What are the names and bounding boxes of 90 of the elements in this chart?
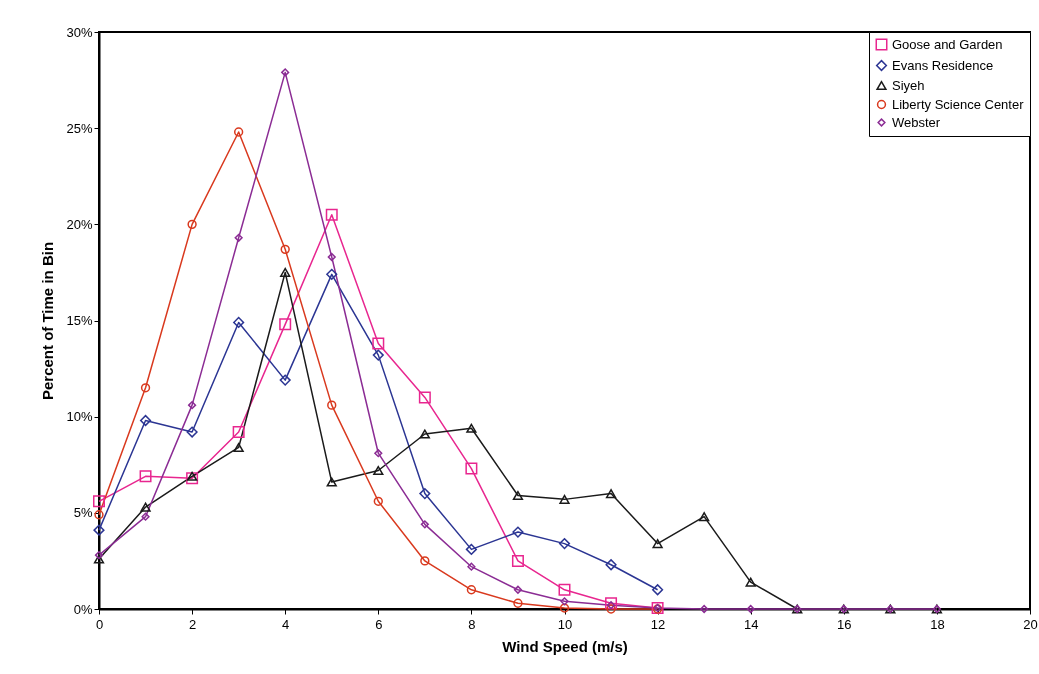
x-axis-title: Wind Speed (m/s)	[502, 637, 628, 655]
x-tick-label: 8	[468, 616, 476, 632]
y-tick-label: 10%	[66, 409, 93, 425]
point	[140, 502, 151, 512]
x-tick-label: 14	[743, 616, 759, 632]
point	[373, 496, 383, 506]
point	[605, 559, 617, 571]
point	[372, 337, 385, 350]
point	[699, 512, 710, 522]
x-tick-label: 2	[188, 616, 197, 632]
point	[186, 471, 198, 481]
point	[139, 414, 152, 427]
point	[420, 520, 429, 529]
point	[373, 465, 384, 476]
y-tick-label: 25%	[66, 120, 93, 136]
point	[560, 597, 569, 606]
point	[374, 449, 383, 458]
point	[186, 472, 199, 485]
point	[513, 585, 523, 594]
point	[139, 470, 152, 483]
x-tick-label: 20	[1023, 616, 1038, 632]
legend-label: Siyeh	[892, 77, 925, 93]
point	[141, 512, 150, 521]
point	[605, 489, 617, 499]
y-tick-label: 30%	[66, 24, 93, 40]
point	[652, 539, 663, 549]
point	[280, 244, 290, 254]
point	[186, 426, 198, 438]
y-axis-title: Percent of Time in Bin	[39, 241, 57, 401]
point	[652, 584, 664, 596]
point	[511, 554, 524, 567]
point	[93, 495, 105, 508]
legend-label: Webster	[892, 114, 941, 130]
point	[466, 423, 477, 433]
point	[325, 208, 338, 221]
point	[94, 551, 104, 560]
legend-label: Evans Residence	[892, 57, 994, 73]
point	[372, 349, 384, 361]
point	[233, 316, 245, 329]
x-tick-label: 4	[282, 616, 290, 632]
point	[93, 524, 105, 536]
point	[233, 442, 244, 452]
point	[187, 219, 197, 229]
point	[558, 538, 571, 550]
point	[419, 429, 430, 439]
point	[746, 604, 755, 614]
point	[327, 252, 336, 262]
point	[606, 601, 616, 610]
point	[234, 233, 243, 242]
point	[279, 374, 291, 386]
point	[140, 383, 151, 393]
point	[559, 603, 570, 613]
point	[559, 494, 570, 504]
point	[465, 462, 478, 475]
x-tick-label: 18	[930, 616, 945, 632]
y-tick-label: 0%	[73, 601, 93, 617]
point	[466, 585, 477, 595]
point	[280, 267, 291, 277]
point	[281, 68, 290, 77]
point	[513, 598, 523, 608]
point	[232, 426, 245, 439]
point	[279, 318, 292, 331]
point	[512, 490, 524, 501]
legend-label: Liberty Science Center	[892, 96, 1025, 112]
point	[467, 562, 476, 571]
point	[326, 477, 337, 487]
point	[418, 391, 431, 404]
x-tick-label: 12	[650, 616, 666, 632]
x-tick-label: 10	[557, 616, 573, 632]
point	[326, 268, 338, 280]
y-tick-label: 5%	[73, 505, 93, 521]
point	[558, 583, 571, 596]
y-tick-label: 20%	[66, 216, 93, 232]
point	[93, 554, 105, 564]
point	[94, 510, 104, 520]
point	[327, 400, 337, 410]
y-tick-label: 15%	[66, 313, 93, 328]
point	[419, 488, 431, 500]
x-tick-label: 6	[375, 616, 383, 632]
point	[700, 604, 709, 614]
x-tick-label: 16	[837, 616, 852, 632]
legend-label: Goose and Garden	[892, 36, 1003, 52]
point	[233, 127, 244, 137]
point	[188, 401, 197, 410]
point	[745, 577, 756, 587]
x-tick-label: 0	[95, 616, 104, 632]
point	[606, 604, 616, 614]
point	[512, 526, 524, 538]
point	[465, 543, 477, 555]
point	[420, 556, 430, 566]
